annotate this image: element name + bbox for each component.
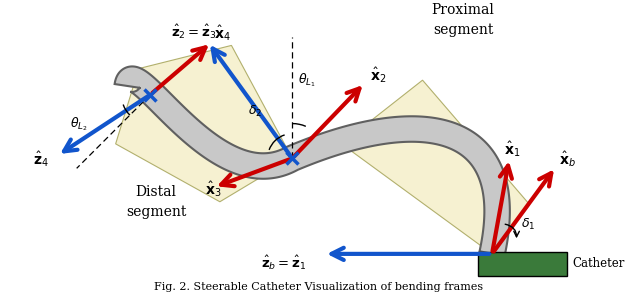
Text: Distal: Distal: [136, 185, 177, 199]
Bar: [477, 252, 567, 276]
Text: $\hat{\mathbf{x}}_3$: $\hat{\mathbf{x}}_3$: [205, 180, 222, 199]
Polygon shape: [342, 80, 530, 254]
Text: segment: segment: [126, 205, 186, 219]
Text: Proximal: Proximal: [431, 3, 495, 17]
Text: Catheter: Catheter: [572, 257, 624, 270]
Text: $\hat{\mathbf{z}}_4$: $\hat{\mathbf{z}}_4$: [33, 149, 49, 169]
Text: $\hat{\mathbf{z}}_2 = \hat{\mathbf{z}}_3$: $\hat{\mathbf{z}}_2 = \hat{\mathbf{z}}_3…: [171, 23, 216, 41]
Polygon shape: [115, 66, 510, 257]
Text: $\hat{\mathbf{x}}_4$: $\hat{\mathbf{x}}_4$: [214, 23, 231, 43]
Text: $\hat{\mathbf{z}}_b = \hat{\mathbf{z}}_1$: $\hat{\mathbf{z}}_b = \hat{\mathbf{z}}_1…: [261, 254, 306, 272]
Text: $\hat{\mathbf{x}}_1$: $\hat{\mathbf{x}}_1$: [504, 139, 520, 159]
Text: $\theta_{L_2}$: $\theta_{L_2}$: [70, 116, 88, 133]
Text: $\delta_1$: $\delta_1$: [521, 217, 535, 232]
Text: $\hat{\mathbf{x}}_b$: $\hat{\mathbf{x}}_b$: [559, 149, 575, 169]
Text: segment: segment: [433, 23, 493, 37]
Text: $\hat{\mathbf{x}}_2$: $\hat{\mathbf{x}}_2$: [371, 65, 387, 85]
Text: $\delta_2$: $\delta_2$: [248, 104, 262, 119]
Polygon shape: [116, 45, 292, 202]
Text: Fig. 2. Steerable Catheter Visualization of bending frames: Fig. 2. Steerable Catheter Visualization…: [154, 282, 483, 292]
Text: $\theta_{L_1}$: $\theta_{L_1}$: [298, 71, 316, 89]
